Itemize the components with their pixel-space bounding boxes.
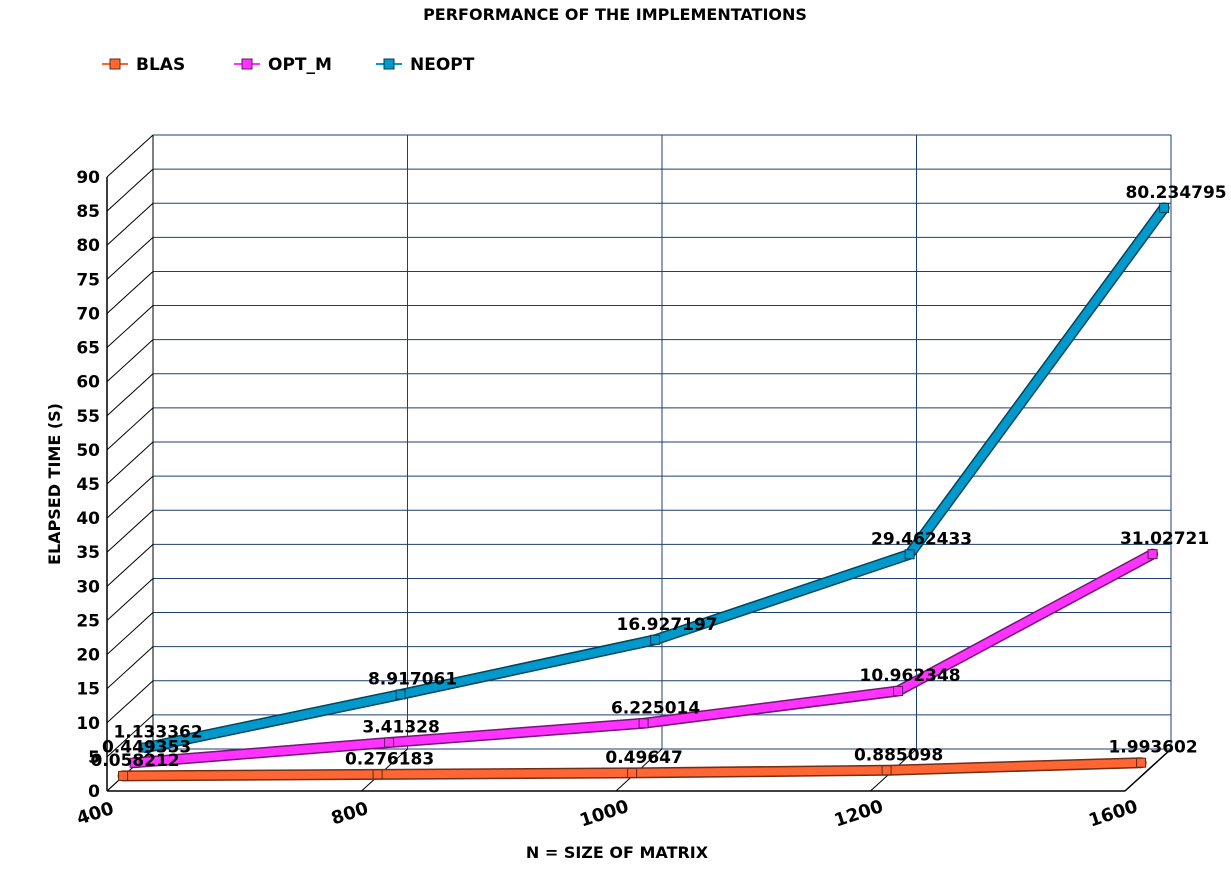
gridline-side-4: [106, 612, 154, 655]
y-tick-label-2: 10: [76, 714, 100, 734]
legend-marker-OPT_M: [241, 58, 253, 70]
grid: [106, 134, 1172, 792]
y-tick-label-6: 30: [76, 577, 100, 597]
legend-marker-NEOPT: [383, 58, 395, 70]
series-NEOPT-point-1: [395, 689, 406, 700]
gridline-side-16: [106, 202, 154, 246]
data-label-BLAS-0: 0.058212: [90, 751, 179, 771]
y-tick-label-12: 60: [76, 373, 100, 393]
x-tick-label-0: 400: [74, 798, 116, 830]
x-tick-label-4: 1600: [1086, 796, 1140, 831]
series-NEOPT-point-0: [141, 742, 152, 753]
y-axis-ticks: 0 5 10 15 20 25 30 35 40 45 50 55 60 65 70 75 80 85 90: [76, 168, 100, 802]
x-axis-ticks: 400 800 1000 1200 1600: [74, 796, 1140, 831]
x-axis-depth-line: [1124, 748, 1172, 792]
gridline-side-7: [106, 509, 154, 553]
data-label-OPT_M-0: 0.449353: [102, 738, 191, 758]
y-axis-label: ELAPSED TIME (S): [45, 403, 64, 565]
data-label-OPT_M-4: 31.02721: [1120, 529, 1209, 549]
gridline-side-9: [106, 441, 154, 485]
y-tick-label-4: 20: [76, 646, 100, 666]
y-tick-label-16: 80: [76, 236, 100, 256]
x-tick-label-1: 800: [329, 798, 371, 830]
data-label-NEOPT-3: 29.462433: [871, 529, 972, 549]
legend-label-BLAS: BLAS: [136, 55, 185, 75]
data-label-BLAS-4: 1.993602: [1108, 738, 1197, 758]
chart-title: PERFORMANCE OF THE IMPLEMENTATIONS: [423, 5, 807, 24]
gridline-side-2: [106, 680, 154, 724]
legend: BLAS OPT_M NEOPT: [102, 55, 475, 75]
gridline-side-12: [106, 339, 154, 383]
legend-label-NEOPT: NEOPT: [410, 55, 475, 75]
data-label-NEOPT-4: 80.234795: [1126, 183, 1227, 203]
y-tick-label-9: 45: [76, 475, 100, 495]
data-label-NEOPT-1: 8.917061: [368, 669, 457, 689]
gridline-side-5: [106, 578, 154, 621]
data-labels: 0.058212 0.276183 0.49647 0.885098 1.993602 0…: [90, 183, 1226, 771]
y-tick-label-17: 85: [76, 202, 100, 222]
gridline-side-1: [106, 714, 154, 758]
gridline-side-13: [106, 305, 154, 348]
gridline-side-8: [106, 475, 154, 519]
y-tick-label-15: 75: [76, 270, 100, 290]
data-label-OPT_M-1: 3.41328: [362, 718, 439, 738]
data-label-BLAS-1: 0.276183: [345, 749, 434, 769]
y-tick-label-14: 70: [76, 304, 100, 324]
y-tick-label-0: 0: [88, 782, 100, 802]
data-label-OPT_M-2: 6.225014: [611, 698, 700, 718]
y-tick-label-18: 90: [76, 168, 100, 188]
y-tick-label-3: 15: [76, 680, 100, 700]
y-tick-label-10: 50: [76, 441, 100, 461]
series-NEOPT-point-4: [1159, 202, 1170, 213]
gridline-side-17: [106, 168, 154, 212]
x-tick-label-3: 1200: [832, 796, 886, 831]
y-tick-label-1: 5: [88, 748, 100, 768]
series-BLAS-point-2: [627, 767, 638, 778]
y-tick-label-13: 65: [76, 339, 100, 359]
series-NEOPT-point-3: [904, 549, 915, 560]
gridline-floor-0: [106, 748, 154, 792]
series-group: [117, 202, 1170, 782]
y-tick-label-7: 35: [76, 543, 100, 563]
data-label-OPT_M-3: 10.962348: [860, 666, 961, 686]
gridline-side-10: [106, 407, 154, 451]
gridline-side-11: [106, 373, 154, 417]
series-NEOPT-line: [142, 203, 1169, 752]
data-label-BLAS-3: 0.885098: [854, 745, 943, 765]
y-tick-label-5: 25: [76, 611, 100, 631]
legend-marker-BLAS: [109, 58, 121, 70]
gridline-side-6: [106, 543, 154, 587]
series-OPT_M-point-3: [893, 686, 904, 697]
series-NEOPT-shadow: [140, 202, 1170, 754]
series-BLAS-point-0: [118, 770, 129, 781]
data-label-NEOPT-2: 16.927197: [617, 615, 718, 635]
series-OPT_M-line: [130, 550, 1157, 767]
y-tick-label-11: 55: [76, 407, 100, 427]
gridline-side-15: [106, 236, 154, 280]
series-OPT_M-point-4: [1147, 549, 1158, 560]
series-OPT_M-shadow: [129, 548, 1159, 769]
series-OPT_M-point-1: [384, 737, 395, 748]
y-tick-label-8: 40: [76, 509, 100, 529]
series-OPT_M-point-2: [638, 718, 649, 729]
x-axis-label: N = SIZE OF MATRIX: [526, 843, 709, 862]
data-label-BLAS-2: 0.49647: [605, 748, 682, 768]
series-BLAS-point-1: [372, 769, 383, 780]
gridline-side-18: [106, 134, 154, 178]
series-OPT_M-point-0: [129, 757, 140, 768]
legend-label-OPT_M: OPT_M: [268, 55, 332, 75]
data-label-NEOPT-0: 1.133362: [113, 723, 202, 743]
x-tick-label-2: 1000: [577, 796, 631, 831]
series-BLAS-point-3: [881, 765, 892, 776]
series-NEOPT-point-2: [650, 634, 661, 645]
series-BLAS-point-4: [1136, 757, 1147, 768]
gridline-side-14: [106, 271, 154, 314]
gridline-side-3: [106, 646, 154, 690]
